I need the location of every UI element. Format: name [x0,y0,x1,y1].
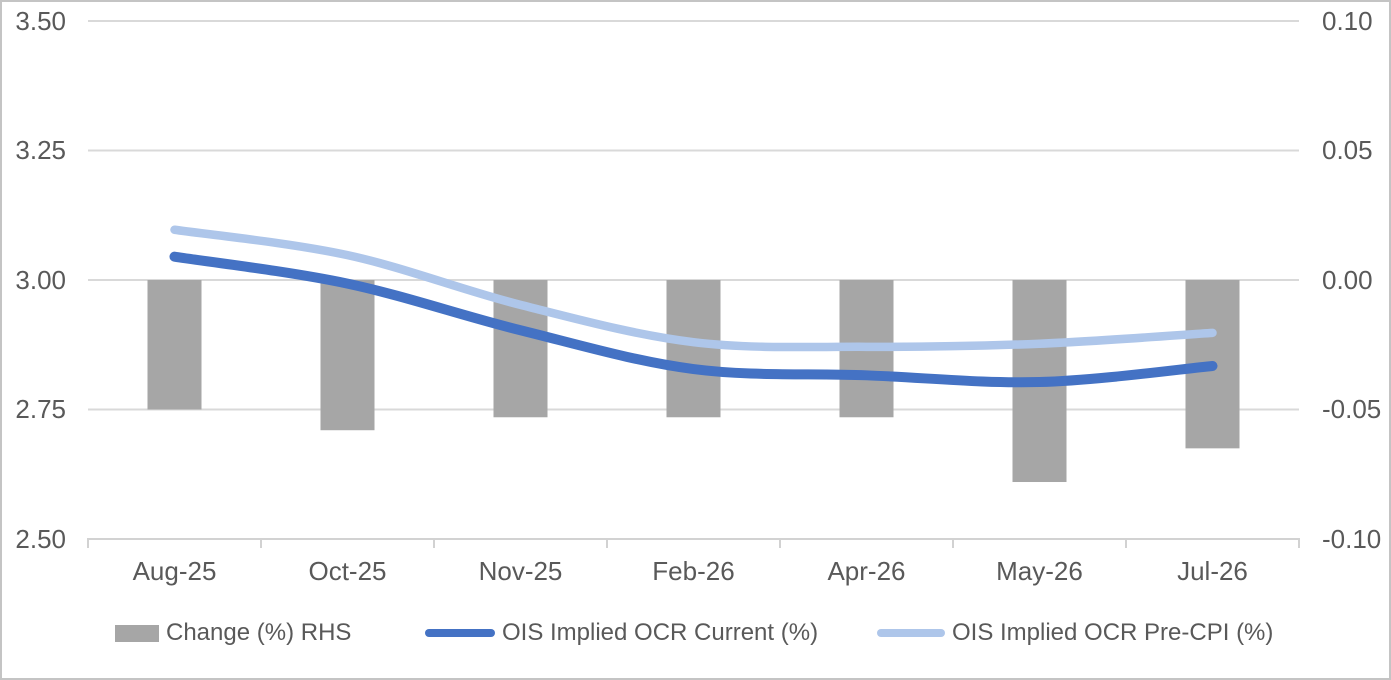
legend-swatch-change-bar [115,624,159,642]
legend-swatch-pre-cpi-line [877,629,945,637]
right-axis-tick-label: -0.10 [1322,524,1382,554]
x-axis-label: Feb-26 [652,556,735,586]
right-axis-tick-label: 0.10 [1322,6,1373,36]
bar-Aug-25 [147,280,202,410]
line-series-pre-cpi [170,225,1217,352]
x-axis-label: Jul-26 [1177,556,1248,586]
right-axis-tick-label: 0.05 [1322,135,1373,165]
left-axis-tick-label: 2.50 [15,524,66,554]
bar-Feb-26 [666,280,721,418]
left-axis-tick-label: 2.75 [15,394,66,424]
x-axis-label: May-26 [996,556,1083,586]
legend-item-ocr-pre-cpi: OIS Implied OCR Pre-CPI (%) [877,617,1273,649]
left-axis-tick-label: 3.00 [15,265,66,295]
legend-item-change: Change (%) RHS [115,617,351,649]
x-axis-label: Aug-25 [132,556,217,586]
right-axis-tick-label: -0.05 [1322,394,1382,424]
legend-label: Change (%) RHS [166,619,352,646]
left-axis-tick-label: 3.50 [15,6,66,36]
legend-label: OIS Implied OCR Current (%) [502,619,819,646]
x-axis-label: Nov-25 [478,556,563,586]
left-axis-tick-label: 3.25 [15,135,66,165]
legend-label: OIS Implied OCR Pre-CPI (%) [952,619,1274,646]
right-axis-tick-label: 0.00 [1322,265,1373,295]
x-axis-label: Apr-26 [827,556,906,586]
bar-Oct-25 [320,280,375,431]
legend-swatch-current-line [425,629,495,637]
legend-item-ocr-current: OIS Implied OCR Current (%) [425,617,818,649]
line-series-current [169,251,1218,388]
x-axis-label: Oct-25 [308,556,387,586]
